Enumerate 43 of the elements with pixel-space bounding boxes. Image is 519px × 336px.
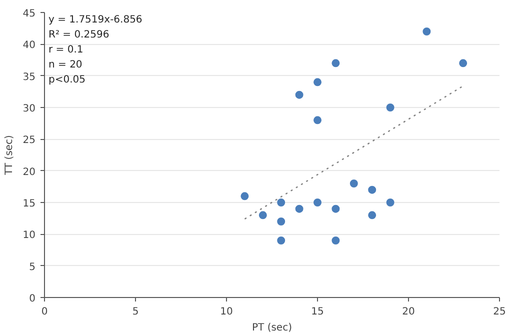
y-tick-label: 20 xyxy=(22,166,36,178)
y-tick-label: 0 xyxy=(29,294,36,304)
point xyxy=(314,198,322,206)
point xyxy=(459,59,468,68)
annotation: R² = 0.2596 xyxy=(48,30,110,40)
x-tick-label: 5 xyxy=(132,306,139,318)
x-tick-label: 0 xyxy=(41,306,48,318)
y-tick-label: 5 xyxy=(29,262,36,273)
point xyxy=(386,198,394,206)
point xyxy=(422,28,431,36)
y-tick-label: 40 xyxy=(22,40,36,52)
point xyxy=(295,204,304,213)
x-axis-title: PT (sec) xyxy=(252,322,292,334)
y-tick-label: 25 xyxy=(22,135,36,146)
point xyxy=(314,116,322,124)
y-tick-label: 30 xyxy=(22,104,36,114)
point xyxy=(277,218,286,226)
x-tick-label: 25 xyxy=(493,306,506,318)
x-tick-label: 10 xyxy=(220,306,233,318)
y-tick-label: 10 xyxy=(22,230,36,242)
point xyxy=(295,90,304,99)
point xyxy=(258,211,267,220)
annotation: n = 20 xyxy=(48,60,82,70)
x-tick-label: 15 xyxy=(311,306,324,318)
point xyxy=(368,186,376,194)
annotation: y = 1.7519x-6.856 xyxy=(48,14,142,26)
point xyxy=(386,104,394,112)
y-tick-label: 35 xyxy=(22,72,36,83)
point xyxy=(314,78,322,86)
annotation: r = 0.1 xyxy=(48,44,84,56)
point xyxy=(332,204,340,213)
point xyxy=(277,236,286,244)
y-tick-label: 45 xyxy=(22,8,36,20)
y-tick-label: 15 xyxy=(22,198,36,210)
annotation: p<0.05 xyxy=(48,74,86,86)
point xyxy=(240,192,249,200)
point xyxy=(332,236,340,244)
point xyxy=(277,198,286,206)
y-axis-title: TT (sec) xyxy=(4,134,15,176)
x-tick-label: 20 xyxy=(402,306,415,318)
point xyxy=(350,180,358,188)
point xyxy=(332,59,340,68)
point xyxy=(368,211,376,220)
